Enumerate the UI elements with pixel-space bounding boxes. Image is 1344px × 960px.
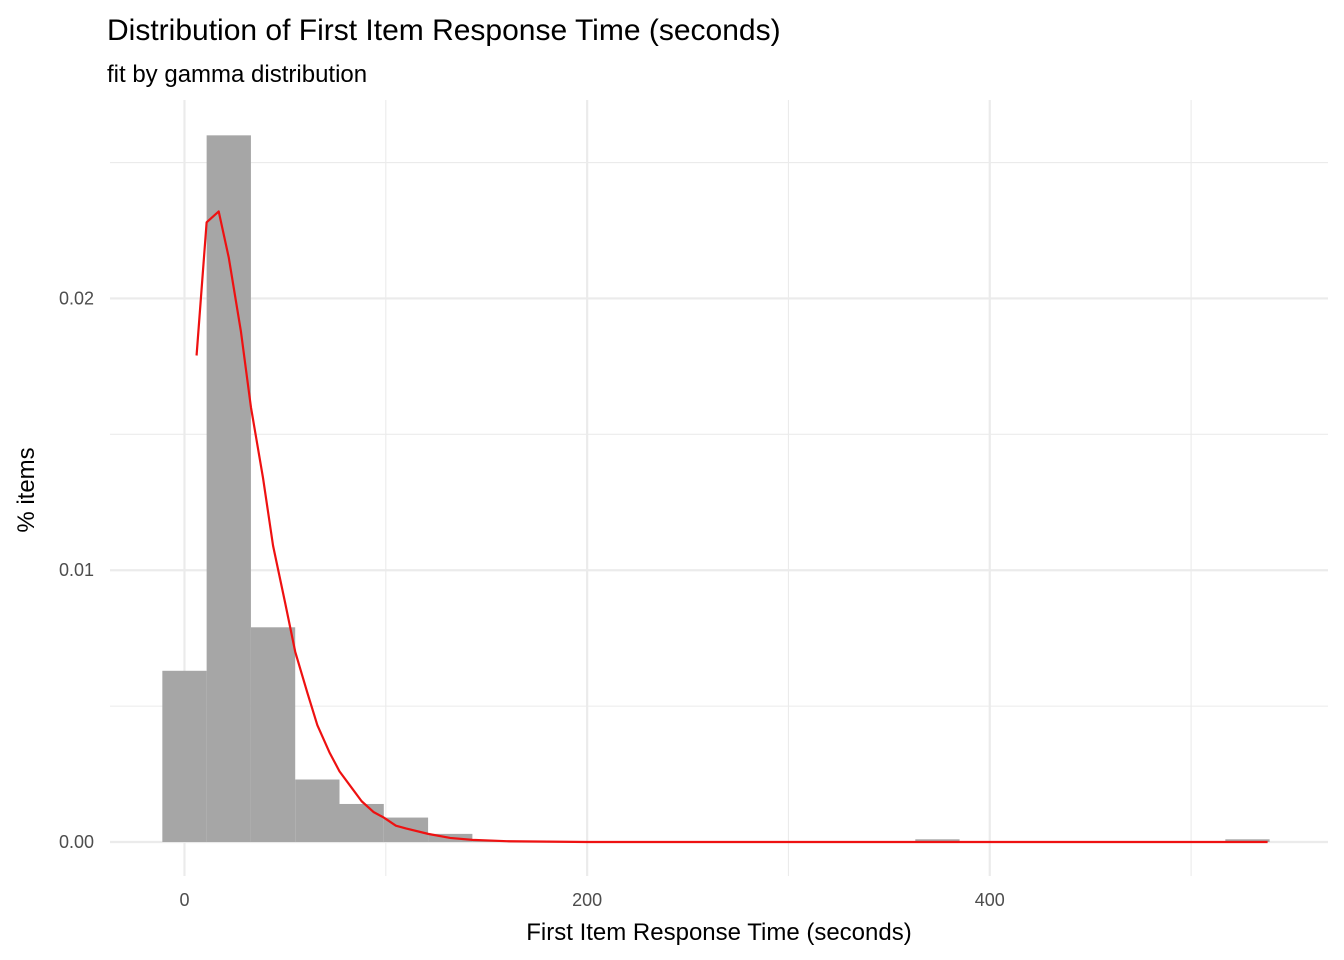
y-axis-title: % items bbox=[13, 447, 40, 532]
x-tick-label: 0 bbox=[179, 890, 189, 910]
histogram-bars bbox=[162, 135, 1270, 843]
y-tick-label: 0.02 bbox=[59, 288, 94, 308]
histogram-bar bbox=[1225, 839, 1270, 843]
chart-title: Distribution of First Item Response Time… bbox=[107, 14, 781, 47]
x-axis-title: First Item Response Time (seconds) bbox=[526, 919, 911, 946]
histogram-bar bbox=[339, 803, 384, 843]
x-tick-label: 400 bbox=[975, 890, 1005, 910]
histogram-bar bbox=[206, 135, 251, 843]
minor-gridlines bbox=[110, 100, 1328, 876]
x-axis-ticks: 0 200 400 bbox=[179, 890, 1004, 910]
gamma-fit-line bbox=[195, 210, 1268, 844]
histogram-bar bbox=[915, 839, 960, 843]
y-tick-label: 0.01 bbox=[59, 560, 94, 580]
y-tick-label: 0.00 bbox=[59, 832, 94, 852]
histogram-bar bbox=[295, 779, 340, 843]
y-axis-ticks: 0.00 0.01 0.02 bbox=[59, 288, 94, 852]
x-tick-label: 200 bbox=[572, 890, 602, 910]
histogram-bar bbox=[162, 670, 207, 843]
chart-subtitle: fit by gamma distribution bbox=[107, 61, 367, 88]
histogram-bar bbox=[250, 627, 296, 843]
